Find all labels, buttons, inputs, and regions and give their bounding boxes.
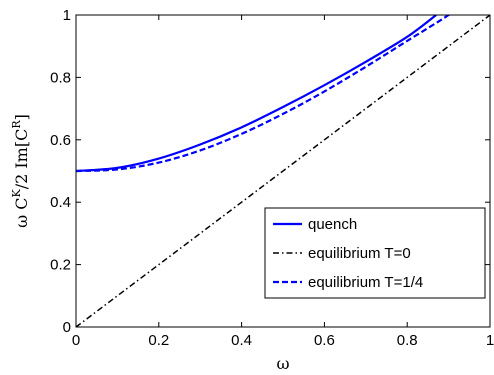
y-tick-label: 0.6 [50,132,71,149]
series-line-1 [76,15,490,327]
plot-frame [75,14,491,328]
y-axis-title-superscript-k: K [10,189,23,198]
series-layer [76,15,490,327]
x-tick-label: 0.2 [148,332,169,349]
y-tick-label: 0.4 [50,194,71,211]
y-tick-label: 1 [63,7,71,24]
series-line-2 [76,15,451,173]
x-axis-title: ω [276,354,289,373]
y-tick-label: 0 [63,319,71,336]
y-tick-label: 0.8 [50,69,71,86]
legend-label-equilibrium-t0: equilibrium T=0 [308,245,411,262]
x-tick-label: 1 [486,332,494,349]
x-tick-label: 0.8 [397,332,418,349]
x-tick-label: 0.6 [314,332,335,349]
y-axis-title-part-c: /2 Im[C [12,129,31,190]
legend: quench equilibrium T=0 equilibrium T=1/4 [264,207,486,299]
y-axis-title-superscript-r: R [10,120,23,129]
legend-label-quench: quench [308,216,357,233]
y-axis-title: ω CK/2 Im[CR] [10,114,31,228]
legend-label-equilibrium-t14: equilibrium T=1/4 [308,274,423,291]
y-tick-label: 0.2 [50,257,71,274]
x-tick-label: 0.4 [231,332,252,349]
y-axis-title-part-a: ω C [12,198,31,228]
y-axis-title-part-e: ] [12,114,31,120]
series-line-0 [76,15,437,173]
ticks-layer: 0 0.2 0.4 0.6 0.8 1 0 0.2 0.4 0.6 0.8 1 [50,7,494,349]
x-tick-label: 0 [72,332,80,349]
